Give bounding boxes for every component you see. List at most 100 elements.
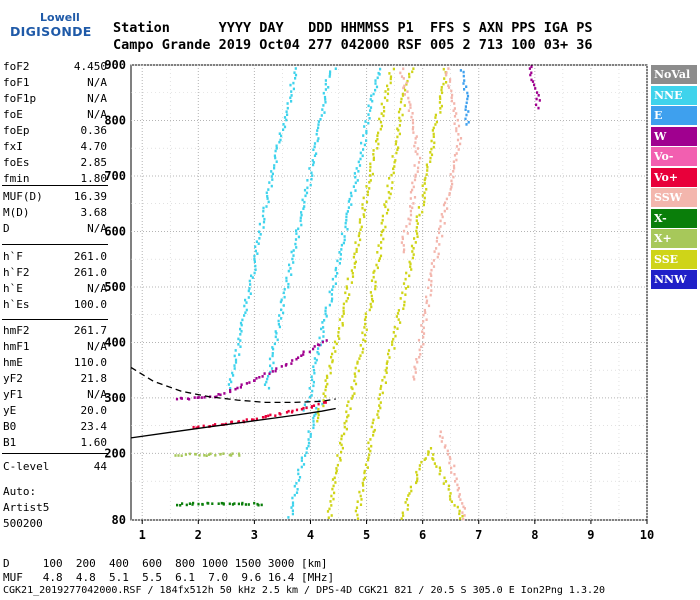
- trace-point: [346, 297, 349, 300]
- trace-point: [239, 345, 242, 348]
- trace-point: [328, 72, 332, 76]
- trace-point: [411, 127, 414, 131]
- trace-point: [293, 71, 296, 74]
- trace-point: [410, 489, 413, 493]
- trace-point: [357, 170, 360, 173]
- trace-point: [447, 84, 450, 87]
- trace-point: [442, 203, 446, 207]
- trace-point: [331, 360, 334, 364]
- trace-point: [407, 494, 410, 497]
- trace-point: [274, 335, 277, 339]
- trace-point: [324, 79, 327, 82]
- trace-point: [466, 94, 470, 98]
- trace-point: [262, 206, 265, 210]
- trace-point: [450, 99, 453, 103]
- trace-point: [401, 92, 404, 96]
- trace-point: [362, 484, 365, 487]
- param-name: h`F: [3, 250, 23, 263]
- trace-point: [434, 113, 437, 117]
- trace-point: [222, 503, 225, 506]
- trace-point: [347, 206, 350, 209]
- trace-point: [432, 458, 435, 461]
- trace-point: [387, 352, 390, 356]
- trace-point: [294, 242, 297, 246]
- trace-point: [386, 184, 389, 188]
- trace-point: [249, 283, 252, 286]
- trace-point: [408, 492, 411, 495]
- trace-point: [280, 365, 283, 368]
- trace-point: [415, 219, 418, 222]
- trace-point: [307, 438, 310, 441]
- trace-point: [192, 501, 195, 505]
- trace-point: [374, 88, 377, 92]
- trace-point: [339, 456, 342, 460]
- trace-point: [315, 358, 318, 362]
- trace-point: [443, 446, 446, 449]
- trace-point: [388, 196, 391, 200]
- trace-point: [347, 400, 350, 404]
- trace-point: [335, 342, 338, 346]
- trace-point: [273, 164, 276, 167]
- trace-point: [370, 425, 373, 429]
- trace-point: [321, 402, 324, 406]
- trace-point: [295, 232, 298, 235]
- trace-point: [363, 143, 366, 147]
- trace-point: [217, 393, 220, 396]
- trace-point: [439, 107, 442, 110]
- trace-point: [228, 378, 232, 381]
- trace-point: [414, 141, 417, 144]
- trace-point: [409, 205, 412, 208]
- trace-point: [290, 94, 293, 97]
- trace-point: [432, 135, 435, 138]
- trace-point: [265, 205, 268, 208]
- trace-point: [466, 91, 469, 95]
- trace-point: [455, 129, 458, 133]
- trace-point: [312, 404, 316, 407]
- trace-point: [282, 311, 285, 315]
- trace-point: [425, 163, 428, 167]
- trace-point: [438, 101, 441, 104]
- trace-point: [268, 181, 271, 184]
- trace-point: [339, 459, 342, 462]
- trace-point: [366, 190, 369, 194]
- trace-point: [448, 192, 451, 195]
- trace-point: [253, 379, 256, 382]
- trace-point: [314, 361, 317, 365]
- trace-point: [367, 441, 370, 445]
- trace-point: [415, 135, 418, 138]
- trace-point: [421, 184, 424, 187]
- x-tick-label: 6: [419, 528, 426, 542]
- trace-point: [297, 227, 300, 231]
- trace-point: [314, 412, 317, 416]
- trace-point: [275, 367, 278, 370]
- trace-point: [353, 379, 356, 383]
- trace-point: [319, 343, 322, 347]
- trace-point: [322, 335, 325, 338]
- trace-point: [385, 200, 388, 203]
- trace-point: [330, 494, 333, 498]
- trace-point: [322, 326, 325, 329]
- param-row: B0 23.4: [3, 419, 107, 435]
- param-name: h`Es: [3, 298, 30, 311]
- trace-point: [369, 162, 372, 166]
- trace-point: [317, 402, 320, 406]
- trace-point: [338, 327, 341, 330]
- trace-point: [401, 511, 404, 515]
- trace-point: [274, 330, 277, 333]
- trace-point: [257, 503, 260, 507]
- trace-point: [411, 206, 414, 210]
- trace-point: [408, 75, 411, 79]
- trace-point: [350, 269, 353, 272]
- trace-point: [464, 105, 467, 108]
- y-tick-label: 600: [104, 224, 126, 238]
- trace-point: [347, 414, 350, 417]
- trace-point: [452, 175, 455, 179]
- trace-point: [453, 473, 456, 476]
- trace-point: [417, 338, 421, 342]
- trace-point: [254, 245, 257, 248]
- trace-point: [390, 173, 393, 177]
- trace-point: [399, 71, 402, 75]
- trace-point: [362, 489, 365, 492]
- trace-point: [453, 504, 456, 507]
- trace-point: [360, 498, 363, 501]
